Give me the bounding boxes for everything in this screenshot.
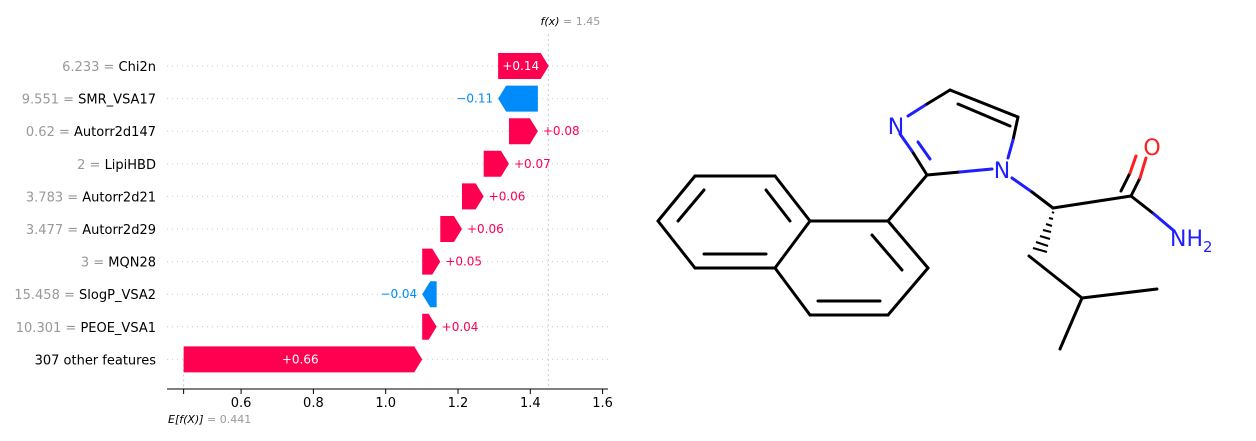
feature-separator: = xyxy=(63,190,82,205)
amine-label: NH2 xyxy=(1170,227,1213,256)
contribution-bar xyxy=(498,53,549,79)
side-chain-bonds xyxy=(1010,154,1175,351)
feature-name: 307 other features xyxy=(35,353,157,368)
fx-label: f(x) xyxy=(541,15,560,28)
feature-label: 3.783 = Autorr2d21 xyxy=(26,190,156,205)
feature-separator: = xyxy=(63,223,82,238)
contribution-label: +0.07 xyxy=(514,157,551,171)
feature-value: 3.477 xyxy=(26,223,63,238)
contribution-bar xyxy=(422,313,437,340)
feature-name: Autorr2d147 xyxy=(74,125,156,140)
oxygen-label: O xyxy=(1143,136,1160,161)
feature-name: Autorr2d21 xyxy=(82,190,156,205)
feature-separator: = xyxy=(89,256,108,271)
ring-nitrogen-label: N xyxy=(994,159,1010,184)
feature-label: 0.62 = Autorr2d147 xyxy=(26,125,156,140)
feature-value: 3 xyxy=(81,256,89,271)
imidazole-bonds xyxy=(898,88,1020,177)
stereo-hash-bond xyxy=(1032,211,1055,253)
x-tick-label: 1.4 xyxy=(520,396,541,411)
feature-name: SMR_VSA17 xyxy=(78,93,156,108)
contribution-label: +0.08 xyxy=(543,124,580,138)
molecule-structure: N N O NH2 xyxy=(656,88,1213,351)
x-tick-label: 1.6 xyxy=(592,396,613,411)
contribution-label: +0.06 xyxy=(467,222,504,236)
imine-nitrogen-label: N xyxy=(888,115,904,140)
feature-value: 9.551 xyxy=(22,93,59,108)
contribution-bar xyxy=(183,346,423,373)
shap-waterfall-chart: +0.14 −0.11 +0.08 +0.07 +0.06 +0.06 +0.05 −0.04… xyxy=(14,15,613,426)
base-label: E[f(X)] xyxy=(168,413,204,426)
x-tick-label: 0.6 xyxy=(231,396,252,411)
contribution-bar xyxy=(498,85,538,112)
x-tick-label: 1.2 xyxy=(448,396,469,411)
feature-value: 10.301 xyxy=(16,321,62,336)
feature-value: 6.233 xyxy=(62,60,99,75)
contribution-bar xyxy=(461,183,484,210)
amine-subscript: 2 xyxy=(1203,238,1213,256)
feature-separator: = xyxy=(60,288,79,303)
feature-label: 307 other features xyxy=(35,353,157,368)
x-tick-label: 1.0 xyxy=(375,396,396,411)
feature-name: SlogP_VSA2 xyxy=(79,288,156,303)
contribution-bar xyxy=(508,118,538,145)
feature-value: 15.458 xyxy=(14,288,60,303)
contribution-label: −0.11 xyxy=(456,92,493,106)
feature-separator: = xyxy=(61,321,80,336)
feature-label: 2 = LipiHBD xyxy=(77,158,156,173)
feature-name: Autorr2d29 xyxy=(82,223,156,238)
x-tick-label: 0.8 xyxy=(303,396,324,411)
contribution-bars: +0.14 −0.11 +0.08 +0.07 +0.06 +0.06 +0.05 −0.04… xyxy=(183,53,580,373)
feature-value: 0.62 xyxy=(26,125,55,140)
base-value: = 0.441 xyxy=(204,413,252,426)
contribution-bar xyxy=(440,216,462,242)
feature-name: PEOE_VSA1 xyxy=(80,321,156,336)
fx-value: = 1.45 xyxy=(559,15,600,28)
feature-value: 2 xyxy=(77,158,85,173)
contribution-label: +0.05 xyxy=(445,255,482,269)
fx-annotation: f(x) = 1.45 xyxy=(541,15,601,28)
contribution-bar xyxy=(422,281,437,308)
feature-separator: = xyxy=(55,125,74,140)
contribution-label: +0.66 xyxy=(282,352,319,366)
feature-label: 3 = MQN28 xyxy=(81,256,156,271)
contribution-label: +0.14 xyxy=(502,59,539,73)
feature-separator: = xyxy=(99,60,118,75)
feature-name: LipiHBD xyxy=(105,158,156,173)
row-gridlines xyxy=(167,65,608,360)
x-axis: 0.6 0.8 1.0 1.2 1.4 1.6 xyxy=(167,388,613,411)
naphthalene-bonds xyxy=(656,173,930,317)
feature-label: 15.458 = SlogP_VSA2 xyxy=(14,288,156,303)
feature-label: 3.477 = Autorr2d29 xyxy=(26,223,156,238)
feature-separator: = xyxy=(85,158,104,173)
base-value-annotation: E[f(X)] = 0.441 xyxy=(168,413,251,426)
feature-label: 9.551 = SMR_VSA17 xyxy=(22,93,156,108)
feature-label: 10.301 = PEOE_VSA1 xyxy=(16,321,156,336)
contribution-label: +0.06 xyxy=(489,189,526,203)
feature-name: MQN28 xyxy=(108,256,156,271)
contribution-bar xyxy=(422,248,441,275)
feature-value: 3.783 xyxy=(26,190,63,205)
feature-label: 6.233 = Chi2n xyxy=(62,60,156,75)
feature-separator: = xyxy=(59,93,78,108)
contribution-label: −0.04 xyxy=(380,287,417,301)
feature-name: Chi2n xyxy=(119,60,156,75)
feature-labels: 6.233 = Chi2n 9.551 = SMR_VSA17 0.62 = Aut… xyxy=(14,60,156,368)
contribution-label: +0.04 xyxy=(442,320,479,334)
amine-nh: NH xyxy=(1170,227,1203,252)
contribution-bar xyxy=(483,150,509,177)
